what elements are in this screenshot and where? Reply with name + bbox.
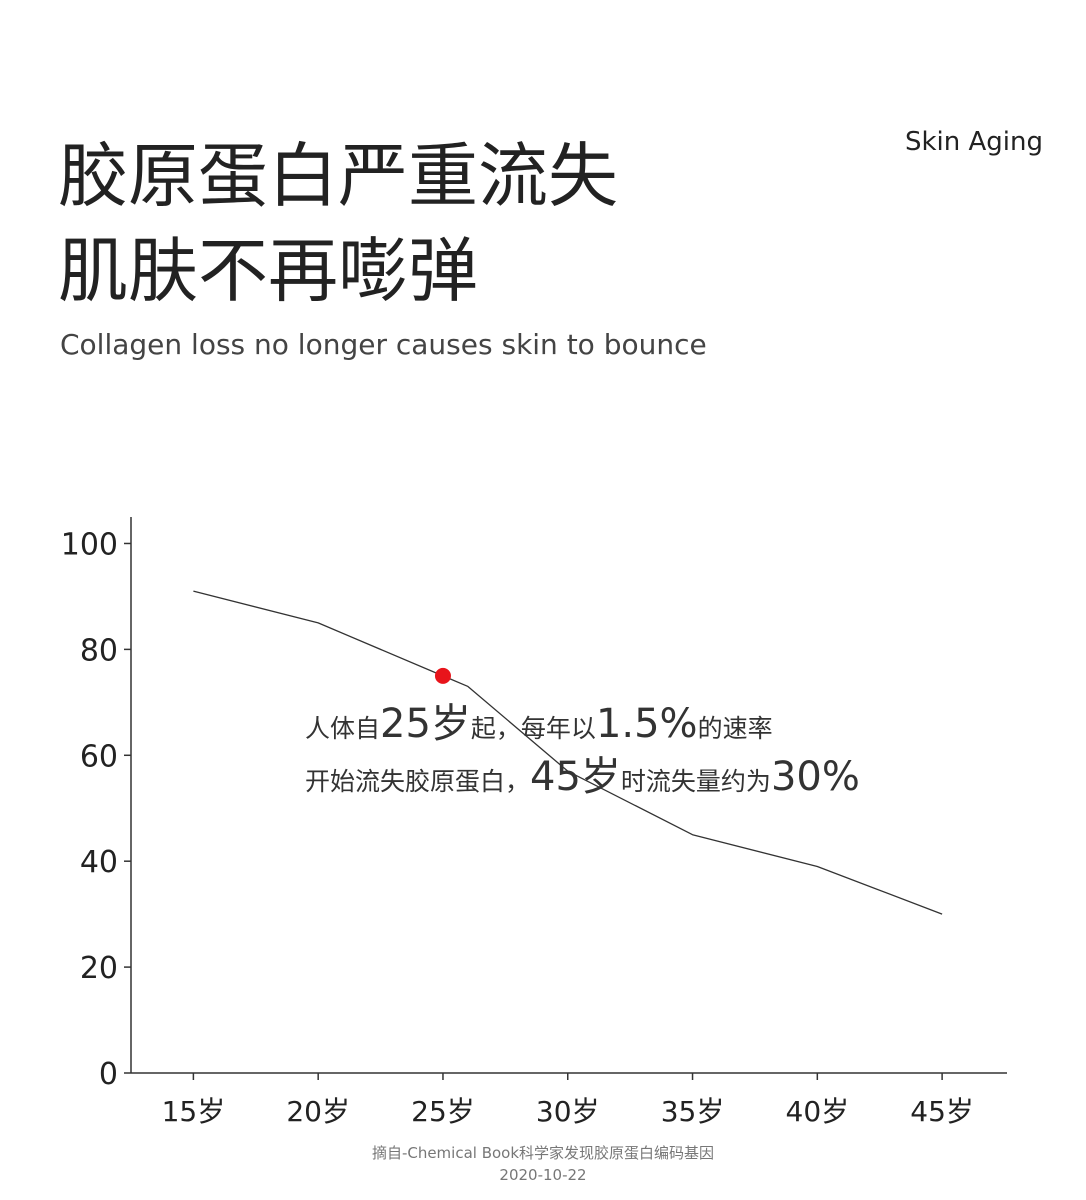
annotation-part: 30% — [771, 754, 860, 800]
x-tick-label: 45岁 — [910, 1095, 974, 1128]
source-date: 2020-10-22 — [499, 1166, 586, 1184]
annotation: 人体自25岁起，每年以1.5%的速率 — [305, 701, 773, 747]
y-tick-label: 20 — [80, 951, 118, 986]
annotation: 开始流失胶原蛋白，45岁时流失量约为30% — [305, 754, 860, 800]
y-tick-label: 0 — [99, 1057, 118, 1092]
x-tick-label: 25岁 — [411, 1095, 475, 1128]
y-tick-label: 60 — [80, 739, 118, 774]
annotation-part: 1.5% — [596, 701, 698, 747]
annotation-part: 45岁 — [530, 754, 621, 800]
annotation-part: 25岁 — [380, 701, 471, 747]
y-tick-label: 100 — [61, 527, 118, 562]
y-tick-label: 80 — [80, 633, 118, 668]
x-tick-label: 35岁 — [661, 1095, 725, 1128]
tag: Skin Aging — [905, 127, 1043, 157]
source: 摘自-Chemical Book科学家发现胶原蛋白编码基因 — [372, 1144, 714, 1162]
data-line — [193, 590, 943, 915]
highlight-point — [434, 667, 451, 684]
y-tick-label: 40 — [80, 845, 118, 880]
annotation-part: 的速率 — [698, 714, 773, 743]
x-tick-label: 20岁 — [286, 1095, 350, 1128]
annotation-part: 起，每年以 — [471, 714, 596, 743]
x-tick-label: 40岁 — [786, 1095, 850, 1128]
title-line: 肌肤不再嘭弹 — [58, 230, 478, 312]
title-line: 胶原蛋白严重流失 — [58, 135, 618, 217]
annotation-part: 人体自 — [305, 714, 380, 743]
annotation-part: 时流失量约为 — [621, 767, 771, 796]
annotation-part: 开始流失胶原蛋白， — [305, 767, 530, 796]
x-tick-label: 30岁 — [536, 1095, 600, 1128]
subtitle: Collagen loss no longer causes skin to b… — [60, 328, 707, 361]
x-tick-label: 15岁 — [162, 1095, 226, 1128]
